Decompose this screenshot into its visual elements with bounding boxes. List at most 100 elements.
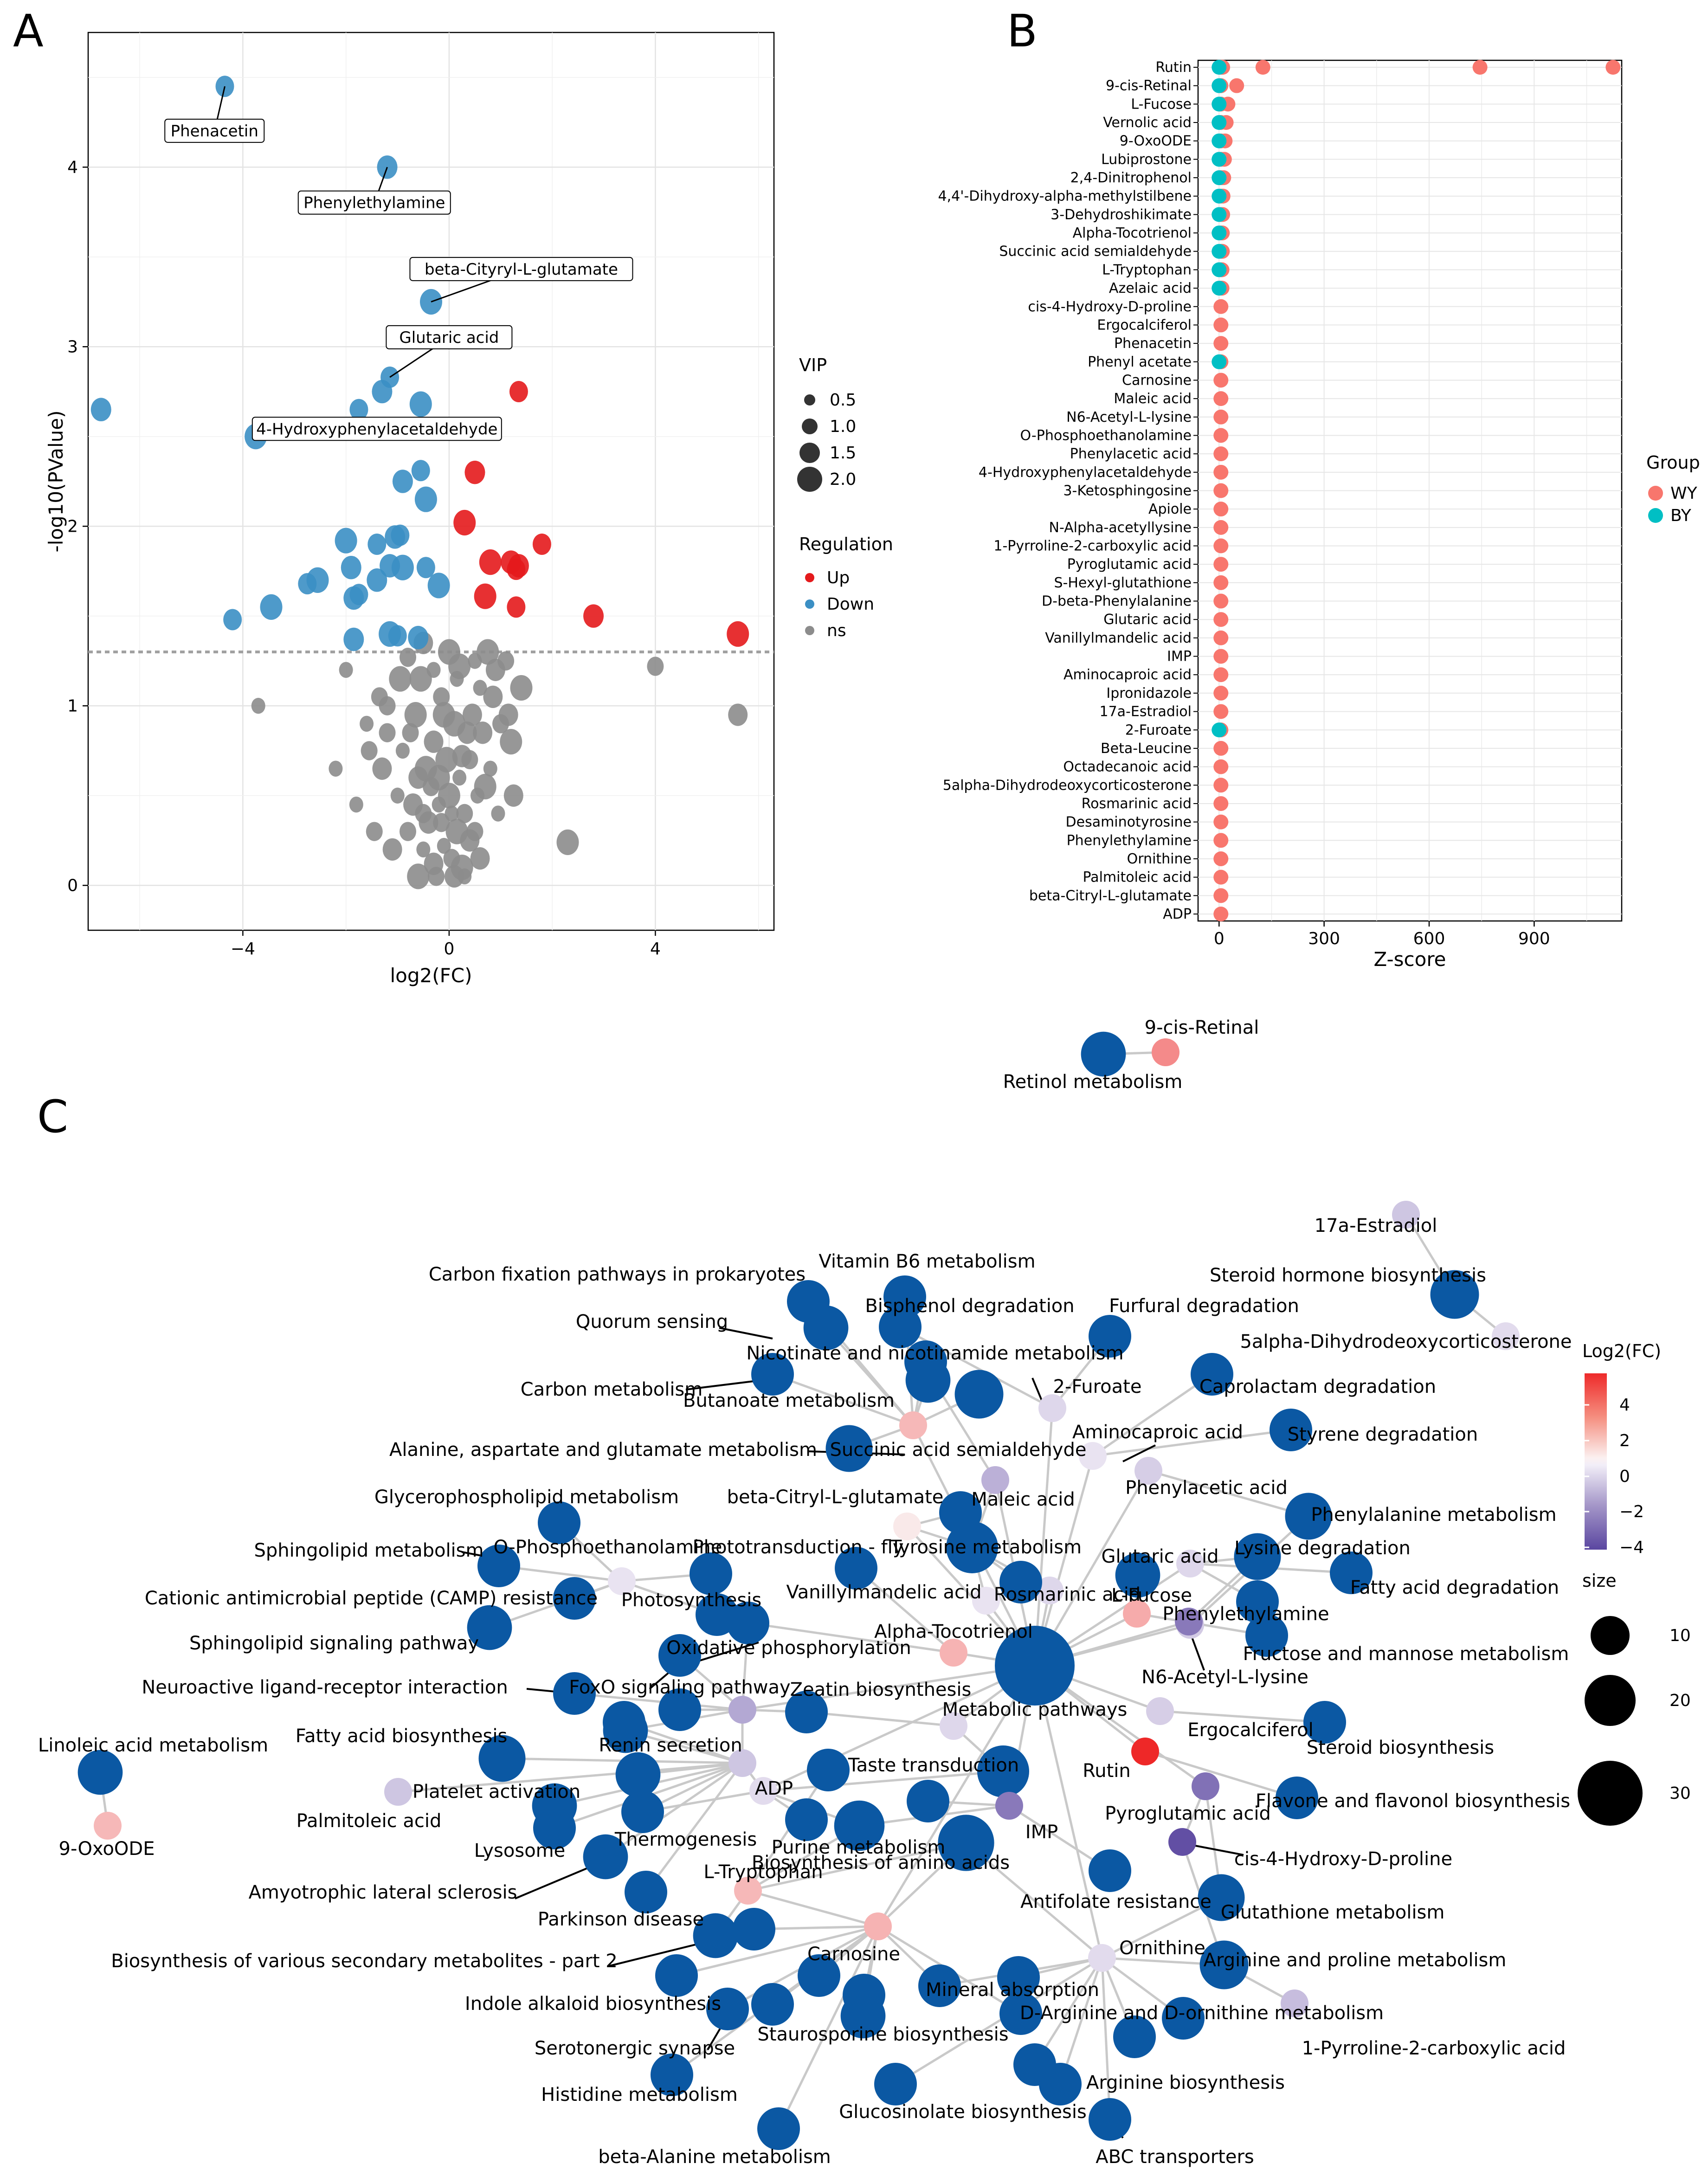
ns-point bbox=[416, 841, 431, 858]
legend-regulation-symbol bbox=[805, 599, 814, 609]
network-edge bbox=[855, 1567, 954, 1654]
metabolite-node bbox=[940, 1712, 967, 1740]
wy-point bbox=[1213, 814, 1229, 830]
pathway-node bbox=[1430, 1270, 1479, 1319]
metabolite-node bbox=[1492, 1322, 1520, 1350]
category-label: Alpha-Tocotrienol bbox=[1073, 225, 1192, 241]
category-label: Ergocalciferol bbox=[1097, 317, 1192, 333]
ns-point bbox=[445, 865, 464, 888]
pathway-node bbox=[603, 1701, 645, 1744]
ns-point bbox=[460, 829, 480, 852]
pathway-node bbox=[907, 1780, 949, 1822]
category-label: 5alpha-Dihydrodeoxycorticosterone bbox=[943, 777, 1192, 793]
wy-point bbox=[1213, 869, 1229, 885]
legend-group-title: Group bbox=[1646, 452, 1700, 473]
pathway-node bbox=[835, 1547, 877, 1590]
ns-point bbox=[450, 670, 464, 687]
metabolite-node bbox=[384, 1778, 412, 1806]
pathway-node bbox=[658, 1688, 701, 1731]
pathway-node bbox=[946, 1521, 998, 1573]
node-label: Lysosome bbox=[474, 1840, 565, 1861]
node-label: ADP bbox=[755, 1778, 793, 1799]
category-label: Octadecanoic acid bbox=[1063, 759, 1192, 775]
pathway-node bbox=[1199, 1940, 1249, 1989]
wy-point bbox=[1213, 538, 1229, 554]
wy-point bbox=[1213, 317, 1229, 333]
pathway-node bbox=[1191, 1353, 1233, 1396]
node-label: IMP bbox=[1025, 1822, 1058, 1843]
node-label: Histidine metabolism bbox=[541, 2084, 738, 2105]
pathway-node bbox=[651, 2054, 693, 2096]
node-label: Carbon metabolism bbox=[521, 1379, 703, 1400]
ns-point bbox=[462, 703, 482, 726]
pathway-node bbox=[785, 1691, 828, 1733]
wy-point bbox=[1213, 851, 1229, 866]
category-label: 3-Ketosphingosine bbox=[1063, 483, 1192, 499]
pathway-node bbox=[478, 1735, 526, 1782]
pathway-node bbox=[538, 1501, 580, 1544]
ns-point bbox=[647, 657, 664, 676]
network-edge bbox=[806, 1711, 954, 1727]
wy-point bbox=[1213, 428, 1229, 443]
by-point bbox=[1212, 244, 1227, 259]
legend-vip-label: 1.0 bbox=[830, 417, 856, 436]
ns-point bbox=[470, 847, 490, 870]
node-label: L-Fucose bbox=[1111, 1585, 1192, 1606]
node-label: Glycerophospholipid metabolism bbox=[374, 1487, 679, 1508]
by-point bbox=[1212, 281, 1227, 296]
ns-point bbox=[500, 729, 522, 755]
pathway-node bbox=[879, 1306, 922, 1348]
category-label: Carnosine bbox=[1122, 372, 1192, 388]
wy-point bbox=[1255, 60, 1270, 75]
category-label: Lubiprostone bbox=[1101, 151, 1192, 167]
ns-point bbox=[407, 863, 430, 889]
down-point bbox=[343, 586, 364, 610]
x-tick-label: −4 bbox=[231, 940, 255, 959]
pathway-node bbox=[938, 1815, 994, 1871]
network-edge bbox=[777, 1925, 879, 2130]
x-axis-title: Z-score bbox=[1373, 948, 1446, 971]
category-label: Rutin bbox=[1155, 59, 1192, 76]
node-label: L-Tryptophan bbox=[703, 1861, 823, 1883]
legend-regulation-symbol bbox=[805, 573, 814, 582]
legend-size-label: 10 bbox=[1669, 1626, 1691, 1645]
up-point bbox=[474, 583, 496, 609]
node-label: Phenylethylamine bbox=[1162, 1603, 1329, 1625]
node-label: Aminocaproic acid bbox=[1072, 1422, 1243, 1443]
up-point bbox=[507, 596, 526, 618]
legend-vip-title: VIP bbox=[799, 355, 827, 375]
x-axis-title: log2(FC) bbox=[390, 964, 472, 987]
ns-point bbox=[432, 702, 455, 728]
legend-regulation-label: Down bbox=[827, 595, 874, 614]
colorbar-tick-label: 4 bbox=[1619, 1396, 1630, 1415]
pathway-node bbox=[798, 1954, 840, 1997]
pathway-node bbox=[874, 2063, 917, 2105]
legend-vip-symbol bbox=[804, 394, 815, 406]
pathway-node bbox=[693, 1913, 738, 1958]
down-point bbox=[416, 557, 435, 579]
legend-size-symbol bbox=[1585, 1675, 1636, 1726]
network-edge bbox=[763, 1770, 1004, 1792]
category-label: Ornithine bbox=[1127, 851, 1192, 867]
ns-point bbox=[382, 838, 402, 861]
ns-point bbox=[458, 868, 472, 885]
node-label: beta-Citryl-L-glutamate bbox=[727, 1487, 944, 1508]
ns-point bbox=[349, 796, 363, 813]
ns-point bbox=[402, 723, 419, 743]
colorbar-tick-label: 2 bbox=[1619, 1431, 1630, 1450]
ns-point bbox=[427, 765, 450, 791]
metabolite-node bbox=[995, 1792, 1023, 1820]
network-edge bbox=[748, 1622, 954, 1654]
ns-point bbox=[372, 757, 392, 780]
by-point bbox=[1212, 115, 1227, 130]
network-edge bbox=[1033, 1665, 1103, 1958]
pathway-node bbox=[621, 1790, 664, 1833]
node-label: Alanine, aspartate and glutamate metabol… bbox=[389, 1439, 817, 1461]
category-label: L-Fucose bbox=[1131, 96, 1192, 112]
by-point bbox=[1212, 354, 1227, 369]
label-box bbox=[297, 190, 451, 215]
pathway-node bbox=[733, 1908, 775, 1951]
ns-point bbox=[452, 769, 467, 786]
node-label: Platelet activation bbox=[412, 1781, 580, 1803]
wy-point bbox=[1213, 373, 1229, 388]
